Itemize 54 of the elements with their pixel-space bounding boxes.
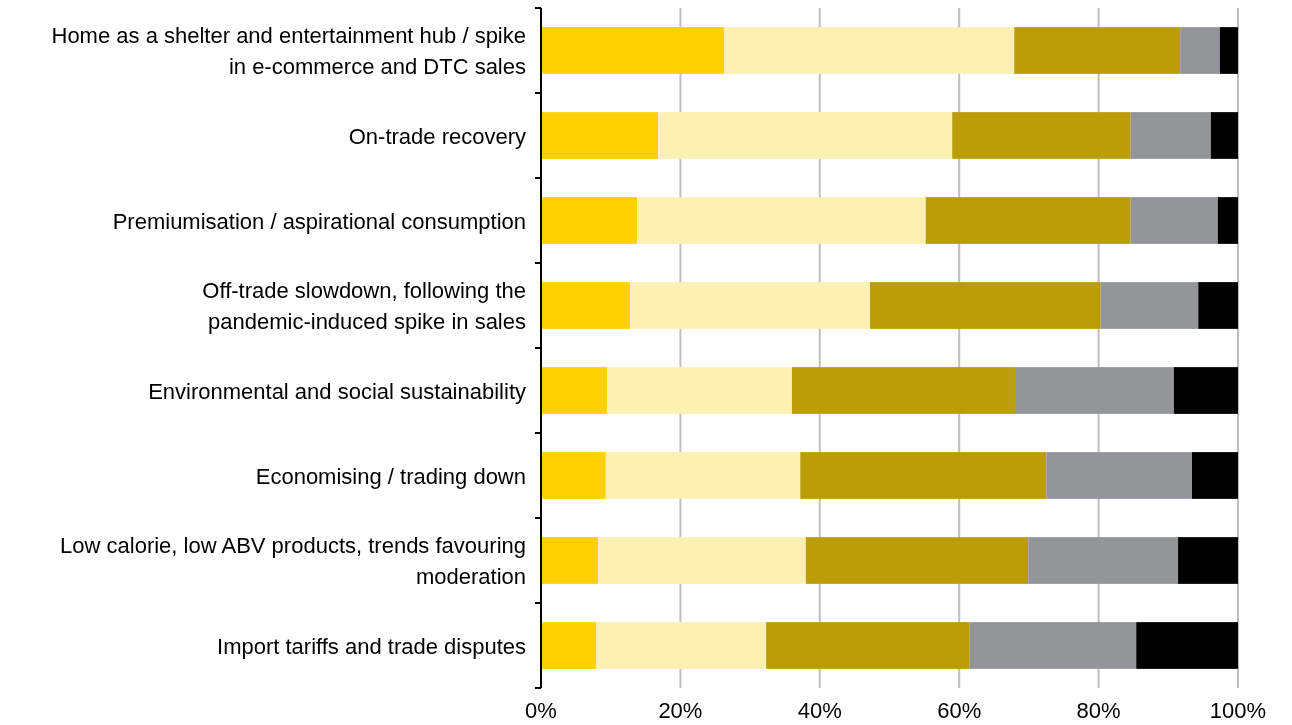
bar [1173, 367, 1238, 414]
bar [969, 622, 1137, 669]
bar [1130, 112, 1211, 159]
bar [869, 282, 1101, 329]
bar [541, 367, 608, 414]
y-tick-label: Economising / trading down [255, 463, 526, 488]
bar [541, 622, 597, 669]
bar [1180, 27, 1220, 74]
bar [1100, 282, 1199, 329]
y-tick-label: Home as a shelter and entertainment hub / spike in e-commerce and DTC sales [51, 22, 526, 79]
bar [1014, 27, 1181, 74]
bar [541, 452, 606, 499]
bar [724, 27, 1015, 74]
bar [952, 112, 1131, 159]
bar [598, 537, 806, 584]
bar [607, 367, 792, 414]
bar [1130, 197, 1218, 244]
bar [630, 282, 870, 329]
bar [1028, 537, 1179, 584]
x-tick-label: 20% [658, 698, 703, 723]
bar [1178, 537, 1238, 584]
bar [800, 452, 1047, 499]
y-tick-label: Import tariffs and trade disputes [217, 633, 526, 658]
bar [766, 622, 970, 669]
bar [1219, 27, 1238, 74]
x-tick-label: 0% [525, 698, 557, 723]
y-tick-label: On-trade recovery [348, 123, 526, 148]
x-tick-label: 60% [937, 698, 982, 723]
x-tick-label: 100% [1209, 698, 1267, 723]
bar [805, 537, 1029, 584]
bar [925, 197, 1131, 244]
bar [541, 27, 725, 74]
bar [541, 282, 631, 329]
bar [637, 197, 926, 244]
bar [1046, 452, 1192, 499]
bar [1014, 367, 1174, 414]
bar [596, 622, 767, 669]
bar [541, 112, 659, 159]
x-tick-label: 40% [797, 698, 842, 723]
bar [1198, 282, 1238, 329]
y-tick-label: Environmental and social sustainability [148, 378, 526, 403]
bar [1210, 112, 1238, 159]
bar [791, 367, 1015, 414]
bar [1136, 622, 1238, 669]
x-tick-label: 80% [1076, 698, 1121, 723]
bar [541, 197, 638, 244]
y-tick-label: Premiumisation / aspirational consumption [112, 208, 526, 233]
y-tick-label: Low calorie, low ABV products, trends favouring moderation [60, 532, 526, 589]
bar [1192, 452, 1238, 499]
bar [605, 452, 801, 499]
bar [658, 112, 953, 159]
bar [541, 537, 599, 584]
bar [1217, 197, 1238, 244]
y-tick-label: Off-trade slowdown, following the pandemic-induced spike in sales [202, 277, 526, 334]
